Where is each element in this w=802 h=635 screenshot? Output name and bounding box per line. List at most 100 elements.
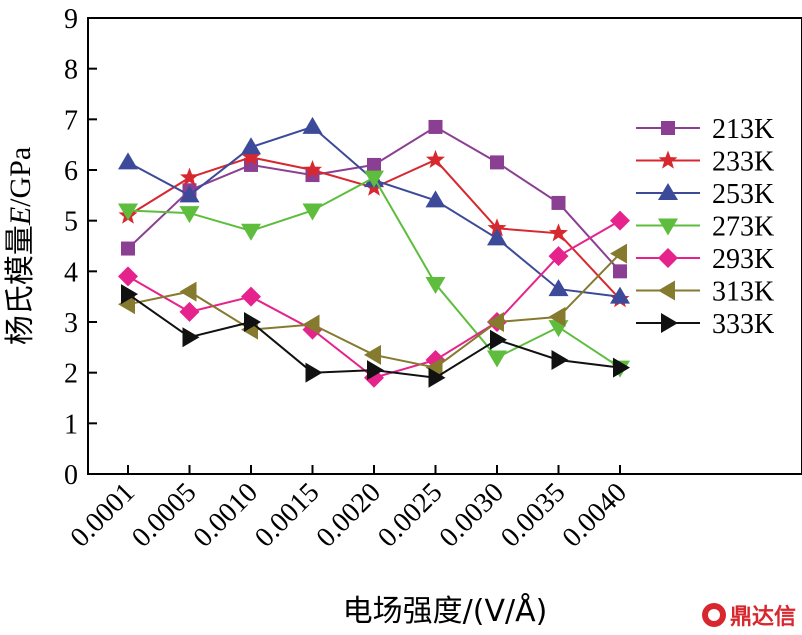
y-tick-label: 5 (64, 207, 78, 238)
legend-item: 213K (636, 114, 774, 145)
y-tick-label: 3 (64, 308, 78, 339)
legend-item: 253K (636, 179, 774, 210)
data-point (179, 301, 200, 322)
data-point (364, 344, 381, 365)
x-tick-label: 0.0030 (434, 477, 510, 553)
series-line (127, 176, 621, 369)
data-point (241, 223, 261, 241)
x-tick-label: 0.0005 (126, 477, 202, 553)
y-axis-title-variable: E (4, 207, 37, 226)
x-axis-title: 电场强度/(V/Å) (343, 593, 548, 629)
data-point (367, 157, 381, 172)
y-tick-label: 2 (64, 359, 78, 390)
data-point (121, 284, 138, 305)
data-point (179, 185, 200, 203)
x-tick-label: 0.0020 (311, 477, 387, 553)
data-point (428, 367, 446, 388)
data-point (118, 152, 138, 170)
data-point (548, 279, 569, 297)
y-tick-label: 4 (64, 257, 78, 288)
y-axis-title-unit: /GPa (4, 147, 37, 207)
legend-label: 293K (712, 244, 774, 275)
y-tick-label: 6 (64, 156, 78, 187)
legend-item: 333K (636, 309, 774, 340)
series-layer (118, 116, 630, 388)
legend-label: 273K (712, 212, 774, 243)
data-point (487, 312, 504, 332)
data-point (658, 248, 678, 268)
data-point (490, 329, 507, 350)
data-point (613, 357, 630, 378)
plot-frame (87, 17, 802, 475)
data-point (241, 137, 261, 155)
logo-icon (701, 603, 726, 627)
data-point (182, 327, 200, 348)
data-point (425, 277, 446, 294)
data-point (244, 312, 261, 332)
data-point (551, 350, 569, 370)
data-point (302, 203, 323, 221)
x-tick-label: 0.0015 (249, 477, 325, 553)
x-tick-label: 0.0025 (372, 477, 448, 553)
data-point (179, 281, 197, 302)
data-point (658, 150, 678, 169)
data-point (487, 350, 507, 368)
y-axis-title: 杨氏模量E/GPa (3, 147, 38, 345)
data-point (428, 119, 443, 134)
data-point (118, 266, 138, 287)
data-point (610, 243, 627, 264)
y-tick-label: 9 (64, 4, 78, 35)
data-point (548, 246, 569, 267)
data-point (118, 203, 138, 221)
series-253k (118, 116, 630, 304)
data-point (121, 241, 135, 256)
y-axis: 0 1 2 3 4 5 6 7 8 9 (64, 4, 97, 491)
data-point (425, 190, 446, 208)
data-point (425, 357, 443, 378)
data-point (241, 286, 261, 307)
data-point (549, 223, 568, 242)
y-tick-label: 8 (64, 55, 78, 86)
data-point (305, 362, 323, 383)
legend-label: 233K (712, 147, 774, 178)
data-point (180, 167, 199, 186)
data-point (426, 149, 445, 168)
y-tick-label: 0 (64, 460, 78, 491)
x-axis: 0.00010.00050.00100.00150.00200.00250.00… (65, 465, 633, 553)
legend-label: 253K (712, 179, 774, 210)
data-point (367, 360, 384, 381)
data-point (490, 155, 504, 170)
data-point (613, 264, 627, 279)
series-line (127, 125, 621, 298)
data-point (179, 206, 200, 224)
data-point (303, 160, 322, 179)
data-point (661, 121, 675, 135)
data-point (241, 147, 261, 166)
series-333k (121, 284, 630, 388)
data-point (548, 306, 566, 327)
legend-item: 313K (636, 277, 774, 308)
data-point (610, 210, 630, 231)
legend-label: 313K (712, 277, 774, 308)
legend-item: 233K (636, 147, 774, 178)
y-axis-title-prefix: 杨氏模量 (3, 225, 38, 345)
data-point (487, 228, 507, 246)
x-tick-label: 0.0035 (495, 477, 571, 553)
data-point (610, 286, 630, 304)
series-313k (118, 243, 627, 378)
data-point (658, 218, 678, 236)
data-point (118, 294, 135, 315)
legend-item: 293K (636, 244, 774, 275)
legend-label: 333K (712, 309, 774, 340)
y-tick-label: 7 (64, 105, 78, 136)
data-point (487, 218, 507, 237)
x-tick-label: 0.0010 (188, 477, 264, 553)
data-point (658, 183, 678, 200)
legend-label: 213K (712, 114, 774, 145)
series-line (127, 125, 621, 272)
legend-item: 273K (636, 212, 774, 243)
data-point (661, 313, 678, 333)
watermark-text: 鼎达信 (729, 605, 796, 630)
